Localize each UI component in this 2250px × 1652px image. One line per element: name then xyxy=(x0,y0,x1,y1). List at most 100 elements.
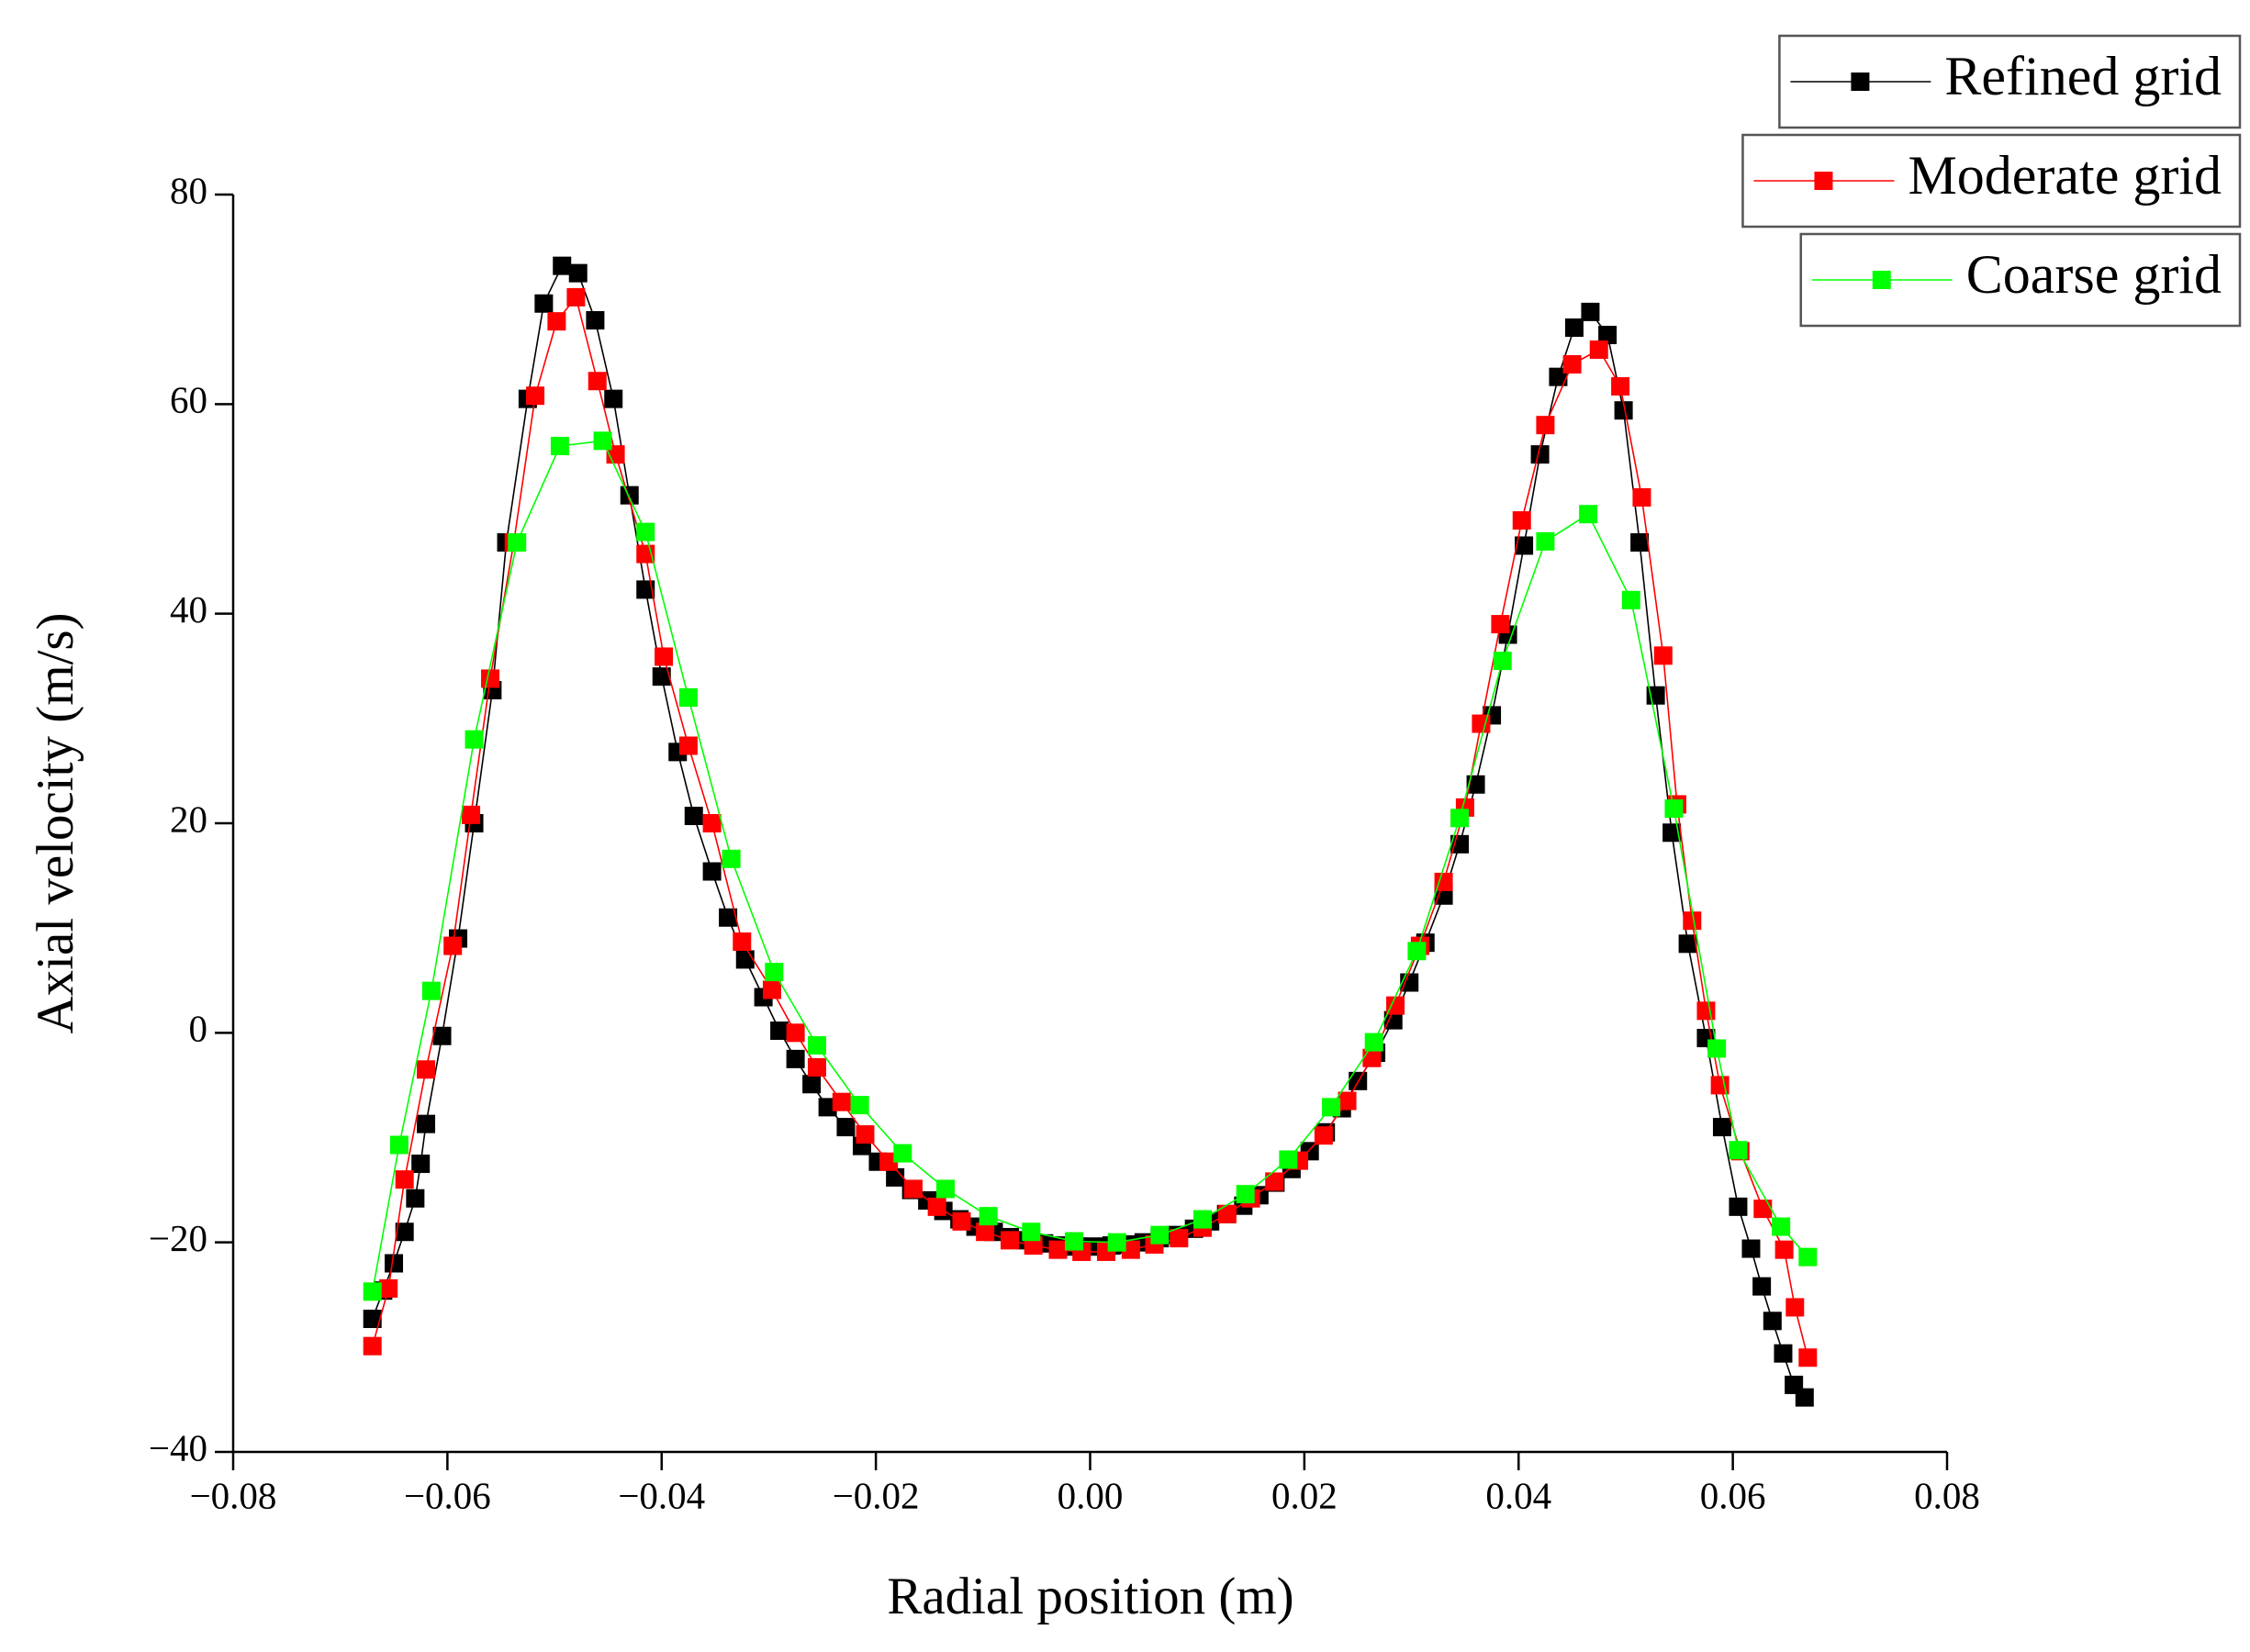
marker xyxy=(719,908,738,927)
marker xyxy=(389,1135,409,1155)
marker xyxy=(1683,911,1702,931)
marker xyxy=(1362,1048,1382,1067)
legend-label: Refined grid xyxy=(1944,46,2222,106)
marker xyxy=(770,1021,789,1041)
x-tick-label: −0.08 xyxy=(190,1474,277,1516)
marker xyxy=(1549,367,1568,386)
marker xyxy=(678,736,698,755)
marker xyxy=(1048,1240,1068,1259)
marker xyxy=(411,1155,431,1174)
marker xyxy=(417,1060,436,1079)
marker xyxy=(1611,376,1630,396)
marker xyxy=(1710,1076,1729,1095)
marker xyxy=(850,1096,869,1115)
marker xyxy=(903,1179,923,1199)
marker xyxy=(1322,1098,1341,1117)
marker xyxy=(636,544,655,564)
marker xyxy=(363,1336,382,1356)
marker xyxy=(1589,340,1608,359)
marker xyxy=(1696,1001,1716,1021)
marker xyxy=(818,1098,837,1117)
marker xyxy=(1064,1232,1083,1251)
marker xyxy=(807,1036,826,1055)
marker xyxy=(432,1026,452,1045)
y-tick-label: 20 xyxy=(170,798,207,840)
marker xyxy=(1707,1039,1727,1058)
marker xyxy=(1512,511,1531,530)
marker xyxy=(1598,325,1618,344)
marker xyxy=(481,669,500,688)
marker xyxy=(684,807,703,826)
marker xyxy=(1630,533,1650,553)
marker xyxy=(1466,775,1485,794)
legend-marker xyxy=(1851,73,1870,91)
y-tick-label: 40 xyxy=(170,588,207,631)
x-tick-label: 0.08 xyxy=(1914,1474,1980,1516)
marker xyxy=(652,667,671,686)
legend-item: Moderate grid xyxy=(1741,133,2242,229)
legend-item: Refined grid xyxy=(1778,34,2242,129)
marker xyxy=(879,1152,899,1171)
marker xyxy=(802,1075,822,1094)
marker xyxy=(702,862,722,881)
marker xyxy=(1753,1200,1773,1219)
x-axis-title: Radial position (m) xyxy=(887,1568,1293,1625)
marker xyxy=(1785,1298,1805,1317)
marker xyxy=(1795,1388,1814,1407)
marker xyxy=(1774,1344,1793,1363)
marker xyxy=(786,1023,805,1043)
marker xyxy=(1798,1348,1818,1367)
marker xyxy=(1581,302,1600,321)
marker xyxy=(1386,996,1405,1015)
marker xyxy=(1798,1247,1818,1267)
marker xyxy=(395,1170,414,1189)
marker xyxy=(1450,809,1470,828)
marker xyxy=(952,1211,971,1231)
marker xyxy=(1530,445,1550,464)
marker xyxy=(1752,1277,1772,1296)
marker xyxy=(886,1167,905,1187)
marker xyxy=(1493,652,1512,671)
marker xyxy=(379,1278,398,1298)
marker xyxy=(443,936,463,955)
marker xyxy=(655,647,674,666)
marker xyxy=(1678,934,1697,954)
marker xyxy=(1434,872,1453,891)
marker xyxy=(636,580,655,599)
marker xyxy=(1407,942,1427,961)
marker xyxy=(406,1189,425,1208)
x-tick-label: −0.04 xyxy=(618,1474,705,1516)
marker xyxy=(385,1254,404,1273)
marker xyxy=(566,287,586,307)
legend-item: Coarse grid xyxy=(1799,232,2242,328)
marker xyxy=(421,981,441,1000)
marker xyxy=(588,372,607,391)
x-tick-label: 0.04 xyxy=(1485,1474,1551,1516)
marker xyxy=(836,1118,856,1137)
marker xyxy=(586,311,605,329)
series-line xyxy=(371,440,1808,1292)
marker xyxy=(534,294,554,313)
marker xyxy=(465,730,484,749)
marker xyxy=(1217,1204,1237,1223)
y-tick-label: 80 xyxy=(170,169,207,211)
marker xyxy=(927,1197,946,1216)
x-tick-label: 0.02 xyxy=(1271,1474,1338,1516)
marker xyxy=(1193,1210,1213,1229)
marker xyxy=(976,1222,995,1242)
marker xyxy=(526,386,545,406)
marker xyxy=(508,533,527,553)
x-tick-label: −0.02 xyxy=(833,1474,920,1516)
marker xyxy=(550,437,569,455)
marker xyxy=(807,1058,826,1077)
marker xyxy=(417,1114,436,1133)
marker xyxy=(620,486,639,505)
marker xyxy=(1562,354,1582,374)
marker xyxy=(1536,416,1555,435)
marker xyxy=(1653,646,1673,665)
marker xyxy=(1265,1172,1284,1191)
marker xyxy=(1491,615,1510,634)
marker xyxy=(1774,1240,1794,1259)
marker xyxy=(1536,531,1555,551)
marker xyxy=(722,849,741,868)
